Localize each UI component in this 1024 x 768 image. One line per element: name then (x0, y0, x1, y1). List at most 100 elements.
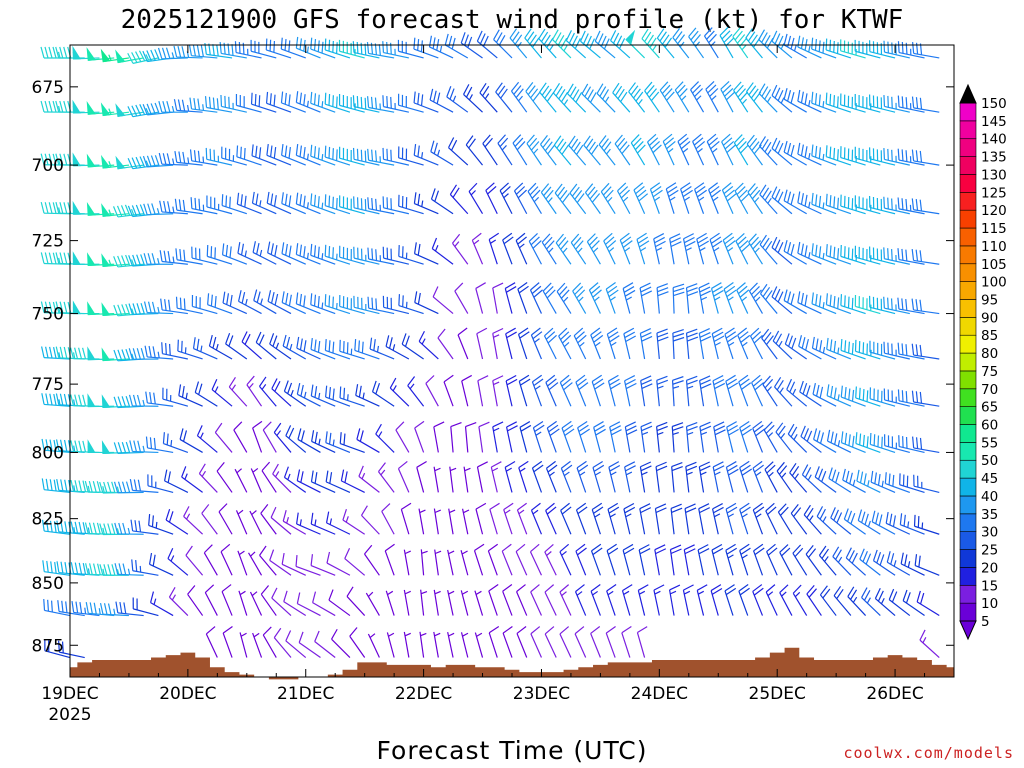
barb-full-feather (370, 42, 374, 55)
barb-full-feather (547, 334, 557, 344)
barb-full-feather (672, 332, 685, 338)
barb-half-feather (186, 104, 190, 112)
barb-full-feather (288, 94, 291, 106)
barb-half-feather (72, 352, 76, 359)
barb-full-feather (666, 140, 676, 150)
barb-full-feather (60, 520, 64, 533)
barb-staff (204, 592, 218, 616)
wind-barb (492, 421, 504, 453)
barb-full-feather (644, 81, 653, 92)
barb-staff (771, 40, 793, 59)
barb-full-feather (313, 194, 317, 207)
barb-full-feather (178, 384, 182, 396)
barb-full-feather (891, 591, 898, 603)
barb-full-feather (575, 92, 583, 103)
barb-half-feather (755, 471, 762, 477)
wind-barb (911, 343, 940, 360)
barb-full-feather (123, 602, 127, 614)
wind-barb (371, 380, 395, 407)
wind-barb (745, 82, 763, 113)
wind-barb (861, 587, 881, 616)
barb-staff (162, 353, 188, 360)
barb-full-feather (825, 193, 828, 206)
barb-staff (326, 562, 351, 576)
barb-full-feather (640, 461, 652, 468)
barb-full-feather (317, 94, 320, 107)
barb-half-feather (392, 344, 396, 351)
barb-full-feather (272, 335, 278, 347)
barb-staff (721, 189, 734, 214)
barb-full-feather (771, 186, 778, 198)
barb-full-feather (517, 189, 527, 199)
barb-full-feather (359, 430, 364, 442)
wind-barb (696, 232, 710, 265)
barb-full-feather (605, 189, 614, 199)
barb-full-feather (545, 374, 556, 383)
barb-full-feather (159, 250, 163, 262)
barb-full-feather (417, 193, 421, 206)
barb-full-feather (270, 506, 277, 518)
colorbar-label: 25 (981, 543, 998, 559)
barb-full-feather (771, 286, 778, 298)
wind-barb (914, 554, 940, 576)
wind-barb (783, 88, 807, 113)
wind-barb (710, 282, 724, 314)
barb-staff (239, 632, 248, 658)
barb-full-feather (640, 465, 652, 472)
barb-full-feather (905, 97, 908, 109)
barb-staff (914, 564, 940, 576)
barb-half-feather (108, 209, 112, 216)
colorbar-label: 80 (981, 346, 998, 362)
wind-barb (145, 391, 174, 407)
wind-barb (510, 81, 528, 113)
barb-full-feather (488, 543, 499, 552)
barb-full-feather (226, 293, 230, 305)
wind-barb (269, 333, 292, 360)
barb-staff (842, 479, 866, 493)
wind-barb (883, 247, 910, 265)
barb-staff (476, 466, 484, 493)
barb-staff (806, 593, 822, 616)
wind-barb (897, 389, 925, 407)
barb-half-feather (409, 383, 415, 390)
barb-staff (761, 337, 778, 360)
barb-full-feather (78, 347, 83, 359)
barb-staff (745, 37, 763, 59)
barb-full-feather (154, 49, 160, 61)
barb-staff (297, 393, 321, 407)
wind-barb (899, 513, 925, 535)
wind-barb (280, 91, 306, 113)
barb-full-feather (129, 440, 133, 452)
wind-barb (349, 627, 366, 658)
wind-barb (526, 134, 542, 166)
barb-full-feather (571, 186, 580, 197)
wind-barb (281, 242, 306, 265)
barb-full-feather (133, 479, 138, 491)
barb-staff (884, 399, 910, 407)
wind-barb (539, 82, 557, 113)
barb-staff (176, 259, 203, 265)
barb-full-feather (668, 189, 679, 198)
barb-full-feather (182, 199, 186, 212)
barb-staff (266, 202, 292, 215)
wind-barb (295, 91, 321, 113)
barb-staff (884, 158, 910, 166)
barb-staff (296, 253, 321, 265)
barb-full-feather (869, 432, 872, 445)
wind-barb (489, 502, 500, 535)
barb-staff (561, 427, 572, 453)
barb-staff (221, 591, 233, 616)
wind-barb (669, 544, 682, 576)
barb-full-feather (252, 241, 256, 253)
barb-full-feather (173, 45, 178, 58)
barb-full-feather (862, 434, 865, 447)
wind-barb (724, 327, 738, 360)
barb-staff (610, 40, 631, 59)
barb-full-feather (892, 474, 895, 487)
barb-full-feather (747, 31, 756, 42)
wind-barb (588, 282, 602, 314)
barb-full-feather (488, 626, 500, 634)
barb-staff (739, 427, 749, 453)
barb-full-feather (711, 543, 723, 551)
barb-full-feather (594, 30, 601, 42)
